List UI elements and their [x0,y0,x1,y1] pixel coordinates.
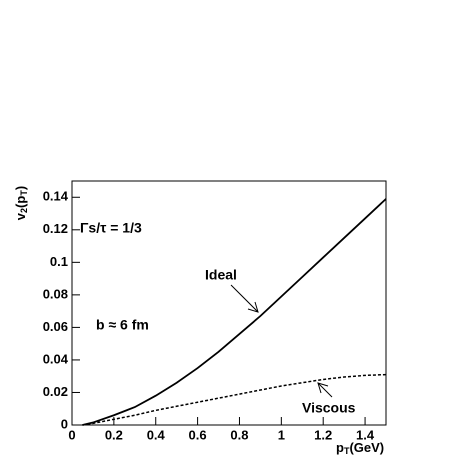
x-tick-label: 1 [278,427,285,442]
y-tick-label: 0.1 [50,254,68,269]
x-tick-label: 0 [68,427,75,442]
annotation: b ≈ 6 fm [96,317,149,333]
x-tick-label: 1.4 [356,427,375,442]
x-tick-label: 0.4 [147,427,166,442]
line-series [82,198,387,426]
annotation: Γs/τ = 1/3 [80,220,142,236]
y-axis-label: v2(pT) [13,186,29,220]
plot-frame [71,180,387,426]
y-tick-label: 0.14 [43,189,69,204]
arrows [230,284,333,398]
x-tick-label: 1.2 [314,427,332,442]
x-tick-label: 0.8 [230,427,248,442]
x-tick-label: 0.6 [189,427,207,442]
y-tick-label: 0.12 [43,221,68,236]
x-axis-label: pT(GeV) [336,440,384,456]
series-label: Viscous [302,400,356,416]
series-label: Ideal [205,267,237,283]
y-tick-label: 0.02 [43,384,68,399]
x-tick-label: 0.2 [105,427,123,442]
y-tick-label: 0 [61,416,68,431]
arrow [230,284,259,313]
y-tick-label: 0.08 [43,286,68,301]
arrow-head [317,382,329,394]
arrow [317,382,333,398]
arrow-head [247,301,259,313]
y-tick-label: 0.06 [43,319,68,334]
y-tick-label: 0.04 [43,351,69,366]
line-series [82,373,387,426]
